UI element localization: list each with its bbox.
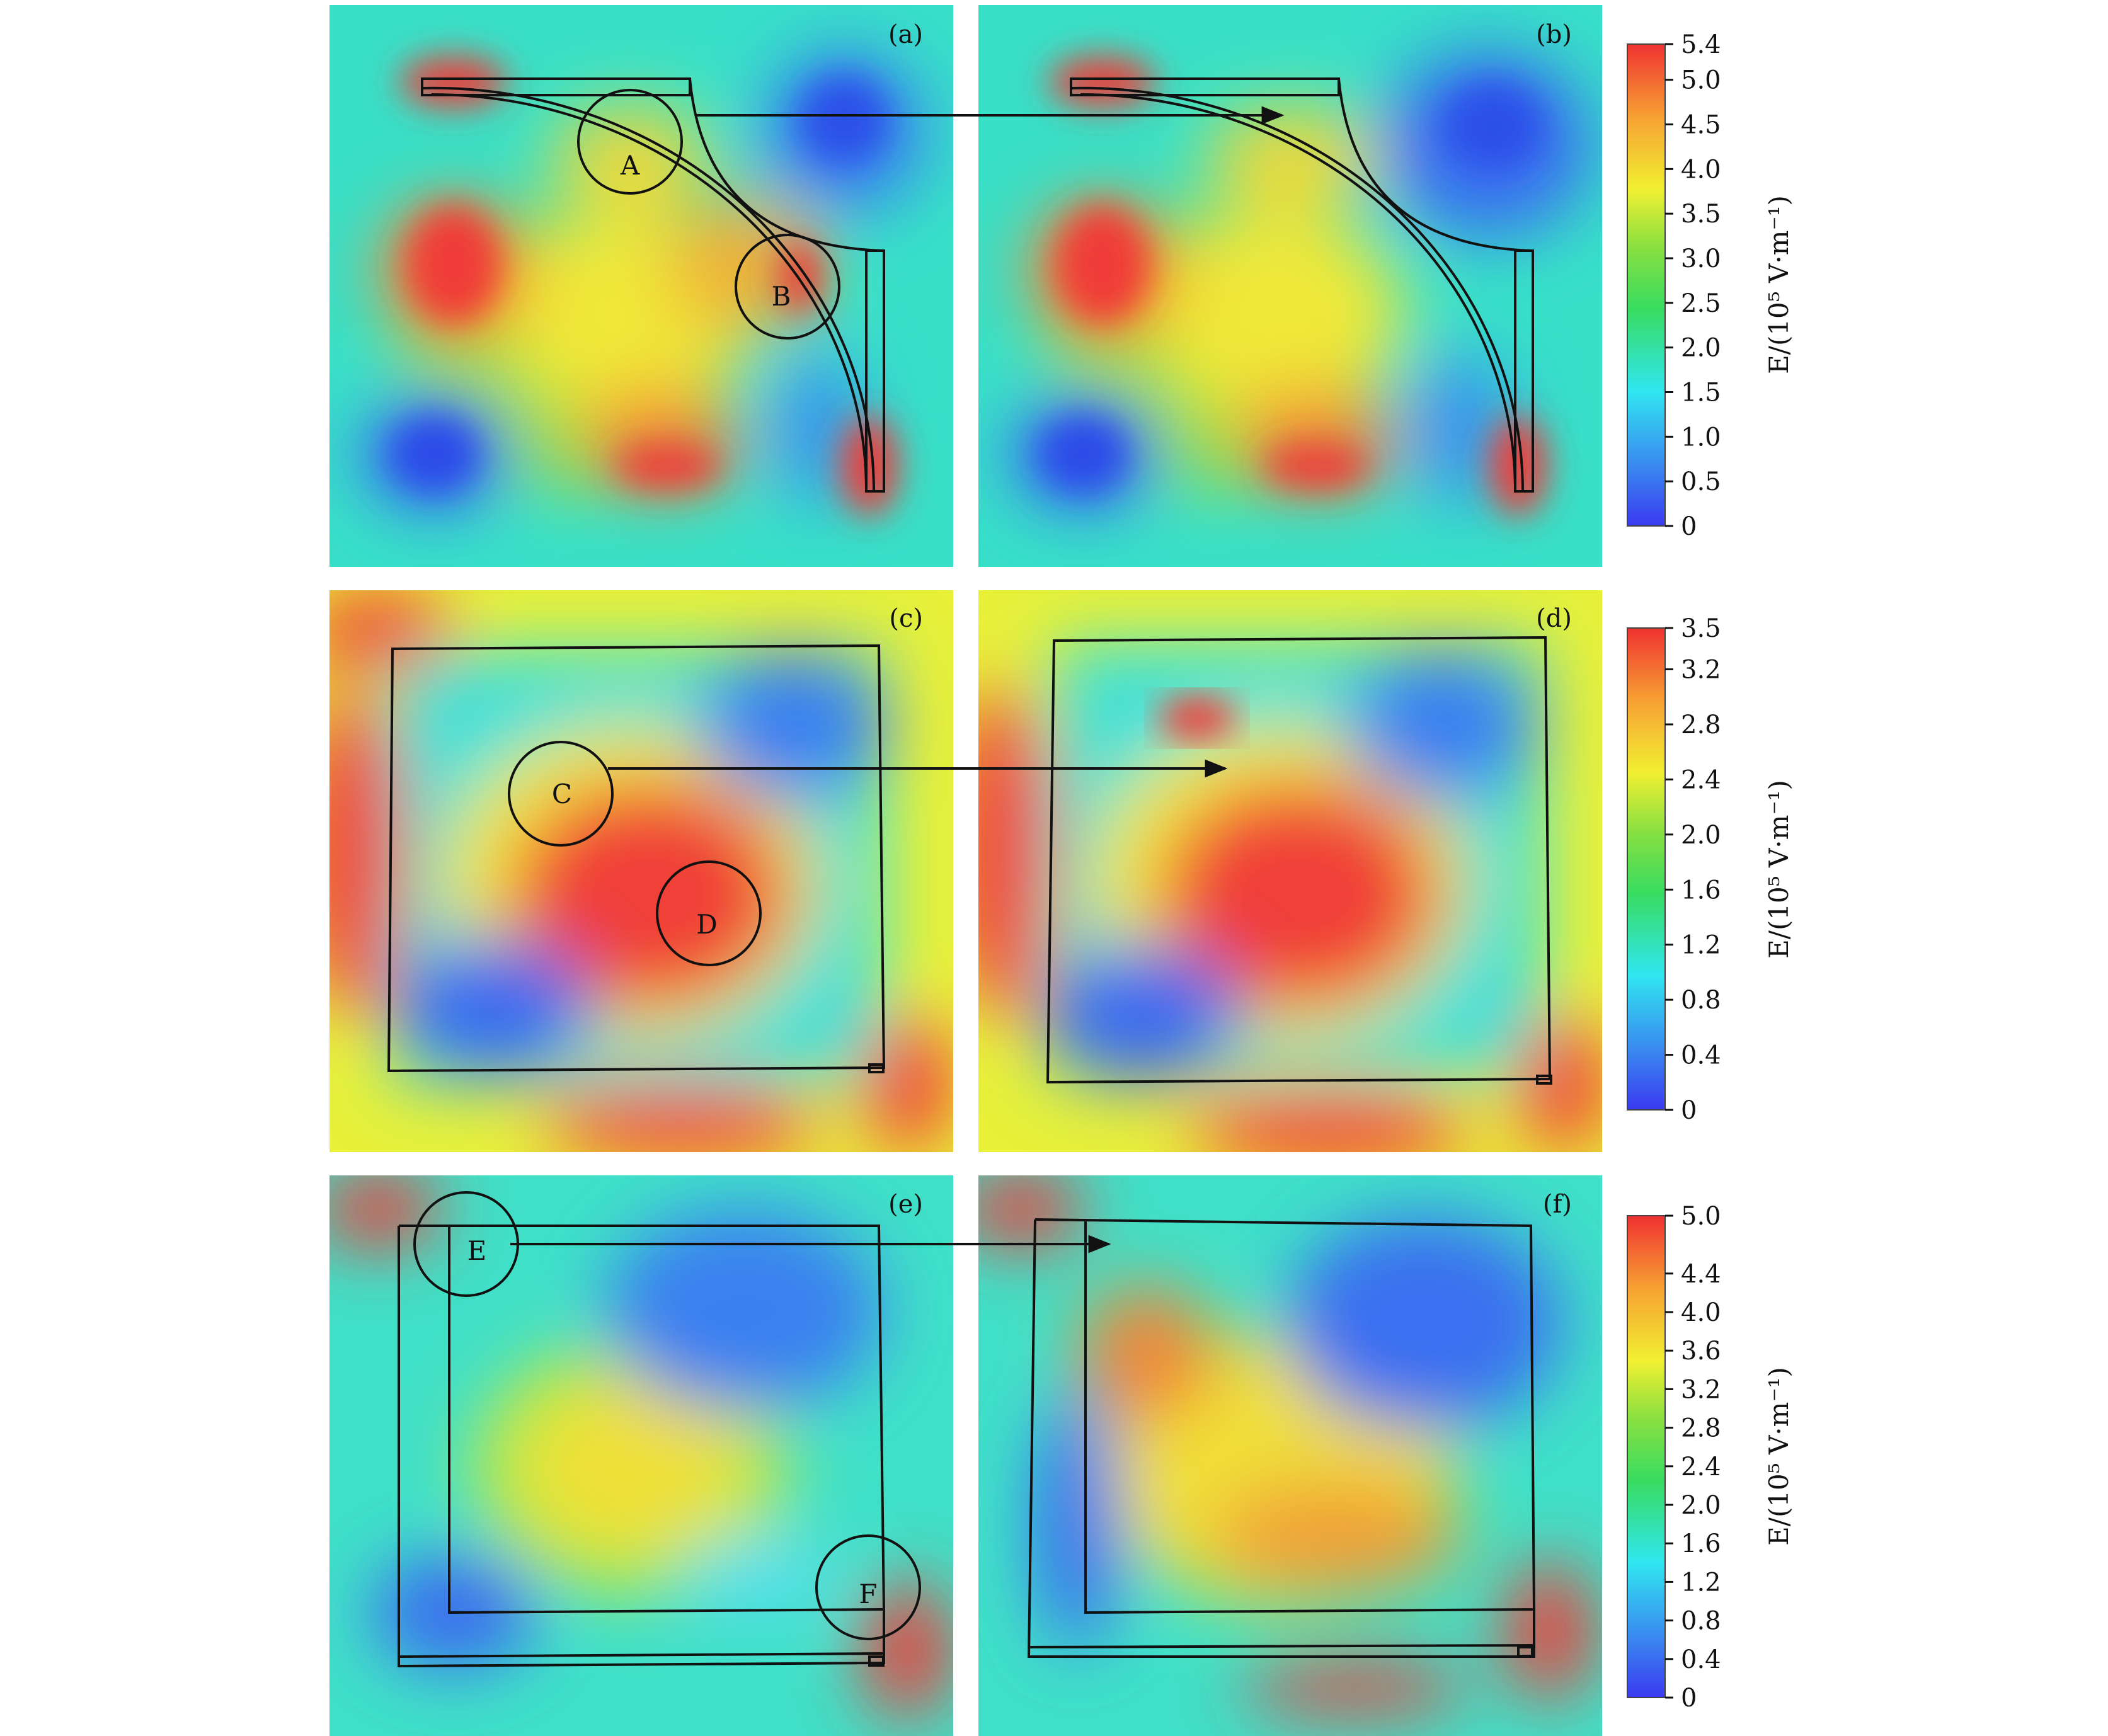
circle-label: D <box>696 909 718 940</box>
marker-circle: D <box>656 860 762 966</box>
colorbar-1: 0 0.5 1.0 1.5 2.0 2.5 3.0 3.5 4.0 4.5 5.0 5.4 E/(10… <box>1627 30 1794 541</box>
circle-label: E <box>467 1235 487 1266</box>
circle-label: C <box>552 779 572 809</box>
l-bracket-outline-f <box>1027 1218 1536 1658</box>
colorbar-tick-label: 3.2 <box>1681 1375 1721 1404</box>
colorbar-tick-label: 0 <box>1681 1684 1697 1713</box>
colorbar-tick-label: 3.6 <box>1681 1337 1721 1366</box>
colorbar-tick-label: 2.0 <box>1681 334 1721 363</box>
field-map-b <box>978 5 1602 567</box>
colorbar-tick-label: 3.5 <box>1681 200 1721 229</box>
field-map-c <box>329 590 953 1152</box>
field-map-a <box>329 5 953 567</box>
colorbar-tick-label: 0 <box>1681 1096 1697 1125</box>
colorbar-tick-label: 3.2 <box>1681 656 1721 685</box>
colorbar-tick-label: 2.8 <box>1681 711 1721 740</box>
colorbar-tick-label: 2.5 <box>1681 289 1721 318</box>
colorbar-3: 0 0.4 0.8 1.2 1.6 2.0 2.4 2.8 3.2 3.6 4.0 4.4 5.0 E/… <box>1627 1202 1794 1713</box>
field-map-f <box>978 1175 1602 1736</box>
marker-circle: B <box>735 234 840 340</box>
circle-label: A <box>620 150 640 181</box>
colorbar-2: 0 0.4 0.8 1.2 1.6 2.0 2.4 2.8 3.2 3.5 E/(10⁵ V·m⁻… <box>1627 614 1794 1125</box>
circle-label: F <box>859 1579 877 1609</box>
panel-f: (f) <box>978 1175 1602 1736</box>
panel-e: (e) E F <box>329 1175 953 1736</box>
panel-label: (e) <box>888 1190 923 1219</box>
panel-c: (c) C D <box>329 590 953 1152</box>
circle-label: B <box>772 281 791 312</box>
colorbar-title: E/(10⁵ V·m⁻¹) <box>1763 1367 1794 1546</box>
panel-d: (d) <box>978 590 1602 1152</box>
colorbar-tick-label: 4.0 <box>1681 155 1721 184</box>
marker-circle: A <box>577 89 683 195</box>
colorbar-tick-label: 1.5 <box>1681 379 1721 408</box>
quarter-arc-outline-b <box>1070 77 1534 493</box>
colorbar-tick-label: 1.6 <box>1681 876 1721 905</box>
panel-b: (b) <box>978 5 1602 567</box>
quarter-arc-outline-a <box>421 77 885 493</box>
colorbar-tick-label: 1.0 <box>1681 423 1721 452</box>
colorbar-tick-label: 2.4 <box>1681 1453 1721 1482</box>
colorbar-tick-label: 1.2 <box>1681 931 1721 960</box>
marker-circle: C <box>508 741 614 847</box>
colorbar-title: E/(10⁵ V·m⁻¹) <box>1763 195 1794 374</box>
colorbar-tick-label: 2.0 <box>1681 821 1721 850</box>
colorbar-tick-label: 5.4 <box>1681 30 1721 59</box>
colorbar-tick-label: 5.0 <box>1681 1202 1721 1231</box>
colorbar-tick-label: 2.8 <box>1681 1414 1721 1443</box>
panel-a: (a) A B <box>329 5 953 567</box>
colorbar-tick-label: 2.4 <box>1681 765 1721 794</box>
colorbar-tick-label: 0.8 <box>1681 1607 1721 1636</box>
square-outline-d <box>1046 636 1552 1085</box>
panel-label: (c) <box>889 604 923 633</box>
colorbar-tick-label: 2.0 <box>1681 1491 1721 1520</box>
colorbar-tick-label: 4.5 <box>1681 111 1721 140</box>
colorbar-tick-label: 0.4 <box>1681 1645 1721 1674</box>
colorbar-tick-label: 4.4 <box>1681 1260 1721 1289</box>
panel-label: (b) <box>1536 20 1572 49</box>
colorbar-tick-label: 0.5 <box>1681 467 1721 496</box>
field-map-d <box>978 590 1602 1152</box>
marker-circle: F <box>815 1534 921 1640</box>
colorbar-tick-label: 5.0 <box>1681 66 1721 95</box>
panel-label: (a) <box>888 20 923 49</box>
colorbar-tick-label: 0.4 <box>1681 1041 1721 1070</box>
panel-label: (d) <box>1536 604 1572 633</box>
colorbar-tick-label: 0 <box>1681 512 1697 541</box>
colorbar-tick-label: 1.2 <box>1681 1568 1721 1597</box>
colorbar-tick-label: 4.0 <box>1681 1298 1721 1327</box>
field-map-e <box>329 1175 953 1736</box>
panel-label: (f) <box>1543 1190 1572 1219</box>
colorbar-tick-label: 0.8 <box>1681 986 1721 1015</box>
colorbar-tick-label: 1.6 <box>1681 1529 1721 1558</box>
square-outline-c <box>387 644 886 1073</box>
colorbar-title: E/(10⁵ V·m⁻¹) <box>1763 780 1794 959</box>
colorbar-tick-label: 3.0 <box>1681 244 1721 273</box>
colorbar-tick-label: 3.5 <box>1681 614 1721 643</box>
